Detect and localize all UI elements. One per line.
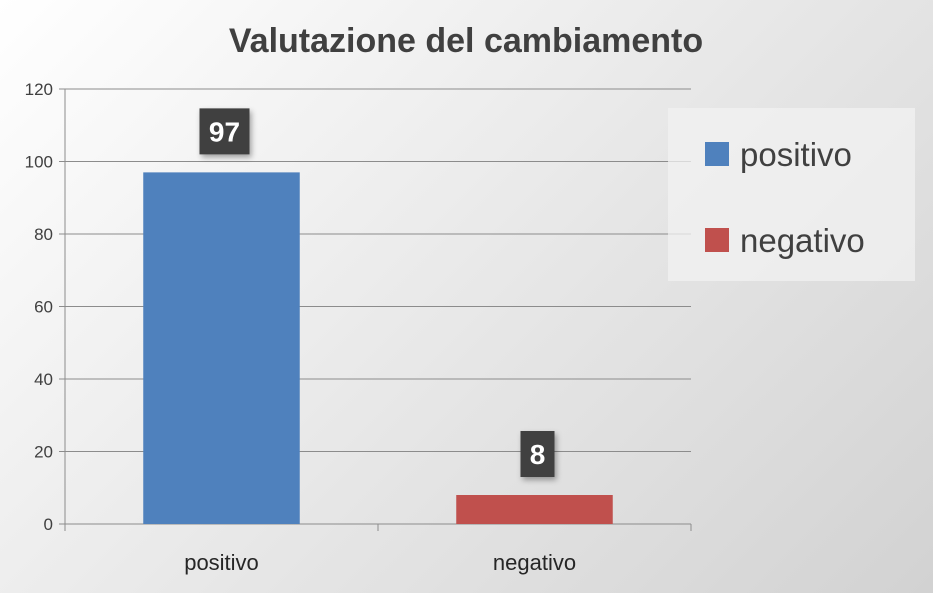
legend-label: positivo (740, 136, 852, 173)
legend-box (668, 108, 915, 281)
y-tick-label: 120 (25, 80, 53, 99)
y-tick-label: 60 (34, 298, 53, 317)
bars (143, 172, 613, 524)
x-category-label: positivo (184, 550, 259, 575)
legend-label: negativo (740, 222, 865, 259)
legend-swatch-negativo (705, 228, 729, 252)
y-tick-label: 20 (34, 443, 53, 462)
y-tick-label: 80 (34, 225, 53, 244)
data-label: 8 (530, 439, 546, 470)
legend: positivo negativo (668, 108, 915, 281)
y-tick-label: 40 (34, 370, 53, 389)
data-labels: 97 8 (199, 108, 555, 477)
bar-positivo (143, 172, 300, 524)
data-label-box (199, 108, 250, 155)
data-label: 97 (209, 116, 240, 147)
legend-swatch-positivo (705, 142, 729, 166)
x-category-label: negativo (493, 550, 576, 575)
chart-title: Valutazione del cambiamento (229, 22, 703, 60)
bar-negativo (456, 495, 613, 524)
y-tick-label: 0 (44, 515, 53, 534)
data-label-box (520, 431, 555, 477)
y-tick-label: 100 (25, 153, 53, 172)
